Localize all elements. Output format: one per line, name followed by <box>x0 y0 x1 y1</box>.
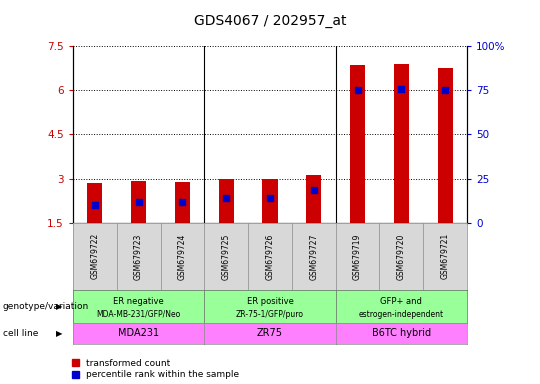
Text: cell line: cell line <box>3 329 38 338</box>
Text: GSM679719: GSM679719 <box>353 233 362 280</box>
Text: ▶: ▶ <box>56 302 63 311</box>
Text: GSM679723: GSM679723 <box>134 233 143 280</box>
Text: genotype/variation: genotype/variation <box>3 302 89 311</box>
Point <box>266 195 274 201</box>
Bar <box>175 182 190 223</box>
Point <box>353 86 362 93</box>
Text: ZR75: ZR75 <box>257 328 283 338</box>
Text: ZR-75-1/GFP/puro: ZR-75-1/GFP/puro <box>236 310 304 319</box>
Text: GSM679721: GSM679721 <box>441 233 450 280</box>
Bar <box>306 175 321 223</box>
Text: ER positive: ER positive <box>247 297 293 306</box>
Bar <box>350 65 365 223</box>
Text: ER negative: ER negative <box>113 297 164 306</box>
Text: GSM679725: GSM679725 <box>222 233 231 280</box>
Bar <box>87 183 103 223</box>
Point <box>441 86 449 93</box>
Point <box>397 86 406 92</box>
Text: GSM679726: GSM679726 <box>266 233 274 280</box>
Bar <box>219 179 234 223</box>
Bar <box>394 64 409 223</box>
Text: GDS4067 / 202957_at: GDS4067 / 202957_at <box>194 14 346 28</box>
Legend: transformed count, percentile rank within the sample: transformed count, percentile rank withi… <box>72 359 240 379</box>
Bar <box>262 179 278 223</box>
Text: MDA231: MDA231 <box>118 328 159 338</box>
Text: GSM679720: GSM679720 <box>397 233 406 280</box>
Point <box>178 199 187 205</box>
Point <box>134 199 143 205</box>
Bar <box>437 68 453 223</box>
Text: GSM679727: GSM679727 <box>309 233 318 280</box>
Text: B6TC hybrid: B6TC hybrid <box>372 328 431 338</box>
Text: GSM679722: GSM679722 <box>90 233 99 280</box>
Point <box>91 202 99 208</box>
Point <box>222 195 231 201</box>
Text: ▶: ▶ <box>56 329 63 338</box>
Point <box>309 187 318 194</box>
Text: GFP+ and: GFP+ and <box>381 297 422 306</box>
Text: GSM679724: GSM679724 <box>178 233 187 280</box>
Text: estrogen-independent: estrogen-independent <box>359 310 444 319</box>
Bar <box>131 181 146 223</box>
Text: MDA-MB-231/GFP/Neo: MDA-MB-231/GFP/Neo <box>97 310 181 319</box>
